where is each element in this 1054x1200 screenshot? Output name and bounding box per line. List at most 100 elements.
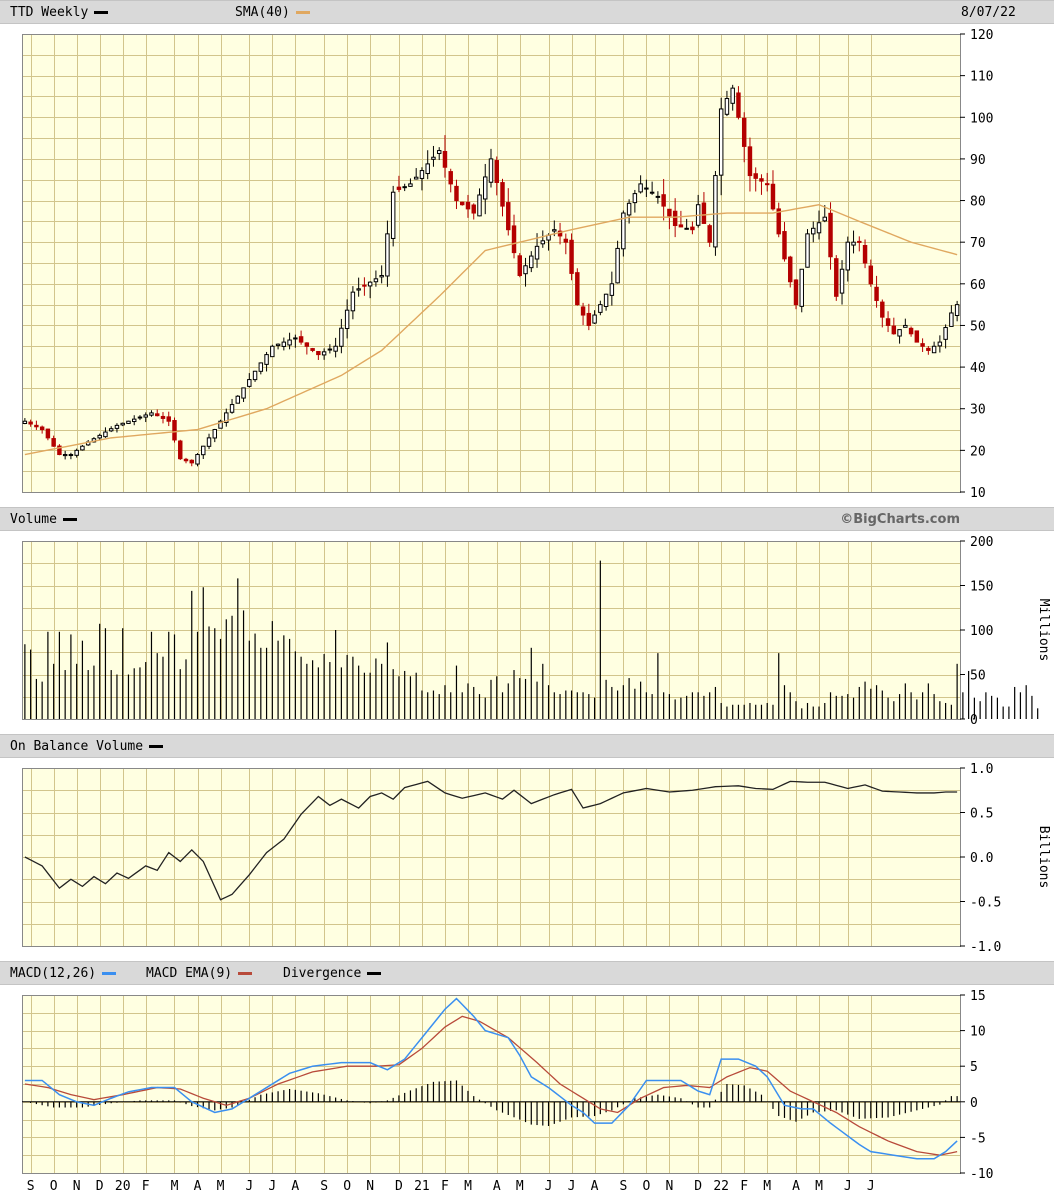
candle-body bbox=[523, 265, 528, 275]
obv-panel-header: On Balance Volume bbox=[0, 734, 1054, 758]
x-tick-label: 20 bbox=[115, 1179, 131, 1194]
bigcharts-watermark: ©BigCharts.com bbox=[840, 512, 960, 527]
candle-body bbox=[954, 304, 960, 317]
candle-body bbox=[425, 163, 430, 175]
candle-body bbox=[471, 204, 476, 214]
candle-body bbox=[828, 212, 833, 258]
candle-body bbox=[419, 170, 425, 179]
candle-body bbox=[788, 256, 793, 283]
candle-body bbox=[74, 449, 79, 456]
candle-body bbox=[131, 418, 137, 423]
candle-body bbox=[281, 341, 287, 347]
candle-body bbox=[805, 233, 810, 268]
price-panel-header: TTD Weekly SMA(40) 8/07/22 bbox=[0, 0, 1054, 24]
divergence-legend-key bbox=[367, 972, 382, 975]
candle-body bbox=[373, 278, 379, 283]
obv-legend: On Balance Volume bbox=[10, 739, 164, 754]
candle-body bbox=[120, 422, 125, 426]
candle-body bbox=[298, 336, 304, 343]
candle-body bbox=[868, 265, 874, 285]
candle-body bbox=[178, 440, 183, 460]
volume-tick-label: 100 bbox=[970, 624, 993, 639]
candle-body bbox=[51, 438, 56, 447]
candle-body bbox=[880, 301, 885, 318]
macd-frame bbox=[22, 995, 961, 1174]
macd-tick-label: 15 bbox=[970, 989, 986, 1004]
candle-body bbox=[408, 183, 413, 187]
obv-tick-label: -0.5 bbox=[970, 896, 1001, 911]
candle-body bbox=[592, 314, 597, 324]
candle-body bbox=[149, 412, 154, 416]
x-tick-label: S bbox=[320, 1179, 328, 1194]
macd-line bbox=[24, 997, 958, 1160]
volume-legend-key bbox=[62, 518, 77, 521]
candle-body bbox=[914, 330, 920, 343]
candle-body bbox=[874, 286, 879, 301]
candle-body bbox=[460, 201, 465, 206]
candle-body bbox=[327, 348, 333, 351]
candle-body bbox=[80, 445, 85, 451]
macd-ema-line bbox=[24, 1015, 958, 1156]
candle-body bbox=[598, 304, 603, 313]
candle-body bbox=[333, 345, 338, 352]
price-tick-label: 90 bbox=[970, 153, 986, 168]
macd-panel-header: MACD(12,26) MACD EMA(9) Divergence bbox=[0, 961, 1054, 985]
sma-legend-key bbox=[295, 11, 310, 14]
candle-body bbox=[189, 459, 194, 464]
volume-bars bbox=[24, 560, 1039, 719]
macd-tick-label: -5 bbox=[970, 1131, 986, 1146]
candle-body bbox=[494, 160, 499, 184]
sma-line bbox=[24, 203, 958, 456]
candles bbox=[22, 84, 960, 467]
candle-body bbox=[943, 327, 948, 340]
candle-body bbox=[402, 186, 407, 189]
candle-body bbox=[488, 158, 494, 183]
candle-body bbox=[258, 362, 264, 372]
x-tick-label: M bbox=[815, 1179, 823, 1194]
candle-body bbox=[891, 325, 897, 335]
obv-legend-key bbox=[149, 745, 164, 748]
x-tick-label: 21 bbox=[414, 1179, 430, 1194]
candle-body bbox=[465, 201, 471, 210]
candle-body bbox=[713, 175, 718, 248]
macd-legend: MACD(12,26) bbox=[10, 966, 117, 981]
volume-tick-label: 50 bbox=[970, 669, 986, 684]
candle-body bbox=[62, 454, 68, 457]
macd-tick-label: 5 bbox=[970, 1060, 978, 1075]
candle-body bbox=[534, 245, 540, 260]
candle-body bbox=[270, 345, 275, 358]
obv-tick-label: -1.0 bbox=[970, 940, 1001, 955]
candle-body bbox=[926, 347, 931, 351]
x-tick-label: 22 bbox=[713, 1179, 729, 1194]
candle-body bbox=[845, 241, 851, 271]
price-tick-label: 100 bbox=[970, 111, 993, 126]
candle-body bbox=[822, 216, 827, 222]
candle-body bbox=[448, 171, 453, 185]
candle-body bbox=[690, 226, 695, 231]
candle-body bbox=[707, 225, 712, 243]
candle-body bbox=[396, 186, 402, 190]
candle-body bbox=[143, 414, 148, 418]
candle-body bbox=[793, 279, 799, 306]
candle-body bbox=[862, 244, 868, 264]
x-tick-label: D bbox=[694, 1179, 702, 1194]
ema-label: MACD EMA(9) bbox=[146, 966, 233, 981]
macd-tick-label: 0 bbox=[970, 1096, 978, 1111]
candle-body bbox=[603, 293, 609, 307]
candle-body bbox=[413, 176, 419, 180]
volume-panel-header: Volume ©BigCharts.com bbox=[0, 507, 1054, 531]
candle-body bbox=[310, 348, 315, 351]
candle-body bbox=[206, 437, 212, 447]
candle-body bbox=[770, 183, 776, 210]
price-tick-label: 10 bbox=[970, 486, 986, 501]
x-tick-label: J bbox=[245, 1179, 253, 1194]
candle-body bbox=[799, 268, 804, 307]
volume-tick-label: 0 bbox=[970, 713, 978, 728]
candle-body bbox=[454, 185, 459, 202]
candle-body bbox=[379, 274, 384, 278]
candle-body bbox=[529, 255, 534, 269]
candle-body bbox=[367, 281, 373, 287]
candle-body bbox=[920, 343, 925, 347]
